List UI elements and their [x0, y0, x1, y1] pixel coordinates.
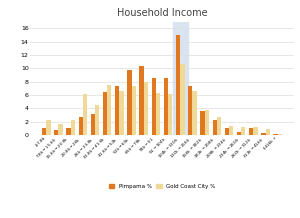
Bar — [156, 93, 160, 135]
Bar — [107, 85, 111, 135]
Bar — [205, 110, 209, 135]
Title: Household Income: Household Income — [117, 8, 207, 18]
Bar — [213, 120, 217, 135]
Bar — [66, 128, 70, 135]
Bar — [103, 92, 107, 135]
Bar — [46, 120, 50, 135]
Bar — [83, 94, 87, 135]
Bar — [188, 87, 193, 135]
Bar — [119, 91, 124, 135]
Bar — [140, 66, 144, 135]
Bar — [42, 128, 46, 135]
Bar — [241, 127, 245, 135]
Bar — [54, 130, 58, 135]
Bar — [193, 91, 197, 135]
Bar — [152, 78, 156, 135]
Bar — [229, 126, 233, 135]
Bar — [115, 87, 119, 135]
Bar — [168, 94, 172, 135]
Bar — [70, 120, 75, 135]
Bar — [91, 114, 95, 135]
Bar — [127, 70, 131, 135]
Bar — [217, 117, 221, 135]
Bar — [278, 134, 282, 135]
Bar — [254, 127, 258, 135]
Bar — [180, 64, 184, 135]
Bar — [237, 132, 241, 135]
Bar — [95, 105, 99, 135]
Bar — [164, 78, 168, 135]
Bar — [274, 134, 278, 135]
Bar — [79, 117, 83, 135]
Bar — [261, 133, 266, 135]
Bar — [266, 129, 270, 135]
Bar — [131, 87, 136, 135]
Bar — [176, 35, 180, 135]
Bar — [200, 111, 205, 135]
Bar — [173, 22, 188, 135]
Bar — [144, 82, 148, 135]
Bar — [58, 124, 63, 135]
Legend: Pimpama %, Gold Coast City %: Pimpama %, Gold Coast City % — [106, 182, 218, 191]
Bar — [225, 128, 229, 135]
Bar — [249, 128, 254, 135]
